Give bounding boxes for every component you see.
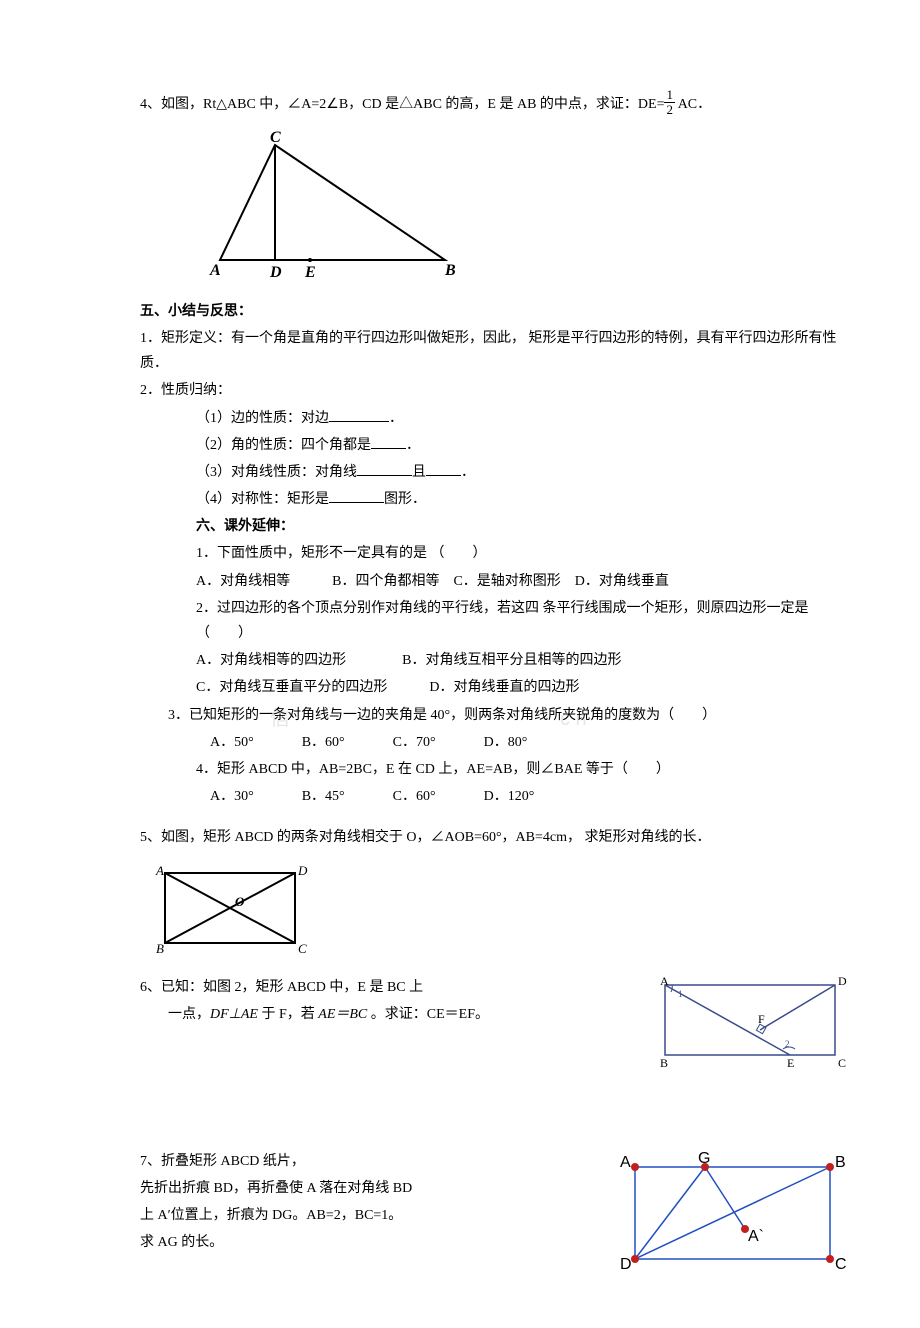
blank-1 — [329, 408, 389, 422]
sec6-q1: 1．下面性质中，矩形不一定具有的是 （ ） — [140, 541, 850, 566]
sec6-q2b: C．对角线互垂直平分的四边形 D．对角线垂直的四边形 — [140, 675, 850, 700]
rectangle-diagonals-figure: A D B C O — [150, 861, 310, 956]
q7-l1: 7、折叠矩形 ABCD 纸片， — [140, 1149, 590, 1174]
svg-text:A: A — [620, 1154, 631, 1171]
svg-text:A: A — [209, 262, 221, 279]
sec6-q4-opts: A．30°B．45°C．60°D．120° — [140, 784, 850, 809]
sec5-p2b: （2）角的性质：四个角都是． — [140, 433, 850, 458]
svg-text:C: C — [835, 1256, 847, 1273]
svg-text:A: A — [660, 975, 669, 988]
sec6-q3-opts: A．50°B．60°C．70°D．80° — [140, 730, 850, 755]
q5-figure: A D B C O — [150, 861, 850, 965]
sec5-p2d: （4）对称性：矩形是图形． — [140, 487, 850, 512]
svg-text:C: C — [298, 941, 307, 956]
svg-text:D: D — [297, 863, 308, 878]
blank-5 — [329, 489, 384, 503]
sec5-p2: 2．性质归纳： — [140, 378, 850, 403]
q6-line2: 一点，DF⊥AE 于 F，若 AE＝BC 。求证：CE＝EF。 — [140, 1002, 630, 1027]
q6-figure: 1 2 A D B C E F — [650, 975, 850, 1079]
q7-row: 7、折叠矩形 ABCD 纸片， 先折出折痕 BD，再折叠使 A 落在对角线 BD… — [140, 1149, 850, 1288]
sec6-q1-opts: A．对角线相等 B．四个角都相等 C．是轴对称图形 D．对角线垂直 — [140, 569, 850, 594]
svg-text:B: B — [835, 1154, 846, 1171]
q6-text: 6、已知：如图 2，矩形 ABCD 中，E 是 BC 上 一点，DF⊥AE 于 … — [140, 975, 630, 1029]
q4-figure: A B C D E — [200, 130, 850, 289]
sec6-q3: 3．已知矩形的一条对角线与一边的夹角是 40°，则两条对角线所夹锐角的度数为（ … — [140, 703, 850, 728]
svg-text:2: 2 — [785, 1039, 790, 1049]
q7-figure: A B C D G A` — [610, 1149, 850, 1288]
svg-text:E: E — [787, 1056, 794, 1070]
rectangle-ef-figure: 1 2 A D B C E F — [650, 975, 850, 1070]
triangle-figure: A B C D E — [200, 130, 460, 280]
svg-text:F: F — [758, 1012, 765, 1026]
svg-text:G: G — [698, 1150, 710, 1167]
blank-3 — [357, 462, 412, 476]
svg-text:D: D — [269, 264, 282, 280]
svg-text:D: D — [620, 1256, 632, 1273]
sec5-p2c: （3）对角线性质：对角线且． — [140, 460, 850, 485]
svg-text:O: O — [235, 894, 245, 909]
svg-text:C: C — [838, 1056, 846, 1070]
svg-text:C: C — [270, 130, 281, 146]
q5-text: 5、如图，矩形 ABCD 的两条对角线相交于 O，∠AOB=60°，AB=4cm… — [140, 825, 850, 850]
sec5-p2a: （1）边的性质：对边． — [140, 406, 850, 431]
svg-text:D: D — [838, 975, 847, 988]
q7-l2: 先折出折痕 BD，再折叠使 A 落在对角线 BD — [140, 1176, 590, 1201]
svg-text:E: E — [304, 264, 316, 280]
fold-rectangle-figure: A B C D G A` — [610, 1149, 850, 1279]
q6-row: 6、已知：如图 2，矩形 ABCD 中，E 是 BC 上 一点，DF⊥AE 于 … — [140, 975, 850, 1079]
sec5-title: 五、小结与反思： — [140, 299, 850, 324]
q4-post: AC． — [675, 97, 711, 112]
blank-2 — [371, 435, 406, 449]
svg-text:A: A — [155, 863, 164, 878]
sec6-q2: 2．过四边形的各个顶点分别作对角线的平行线，若这四 条平行线围成一个矩形，则原四… — [140, 596, 850, 646]
q7-l4: 求 AG 的长。 — [140, 1230, 590, 1255]
q4-fraction: 12 — [664, 88, 675, 118]
q6-line1: 6、已知：如图 2，矩形 ABCD 中，E 是 BC 上 — [140, 975, 630, 1000]
blank-4 — [426, 462, 461, 476]
q4-pre: 4、如图，Rt△ABC 中，∠A=2∠B，CD 是△ABC 的高，E 是 AB … — [140, 97, 664, 112]
sec5-p1: 1．矩形定义：有一个角是直角的平行四边形叫做矩形，因此， 矩形是平行四边形的特例… — [140, 326, 850, 376]
svg-text:A`: A` — [748, 1228, 764, 1245]
sec6-title: 六、课外延伸： — [140, 514, 850, 539]
sec6-q4: 4．矩形 ABCD 中，AB=2BC，E 在 CD 上，AE=AB，则∠BAE … — [140, 757, 850, 782]
svg-text:B: B — [156, 941, 164, 956]
svg-text:1: 1 — [678, 989, 683, 999]
q4-text: 4、如图，Rt△ABC 中，∠A=2∠B，CD 是△ABC 的高，E 是 AB … — [140, 90, 850, 120]
svg-text:B: B — [660, 1056, 668, 1070]
sec6-q2a: A．对角线相等的四边形 B．对角线互相平分且相等的四边形 — [140, 648, 850, 673]
q7-text: 7、折叠矩形 ABCD 纸片， 先折出折痕 BD，再折叠使 A 落在对角线 BD… — [140, 1149, 590, 1258]
svg-text:B: B — [444, 262, 456, 279]
q7-l3: 上 A′位置上，折痕为 DG。AB=2，BC=1。 — [140, 1203, 590, 1228]
